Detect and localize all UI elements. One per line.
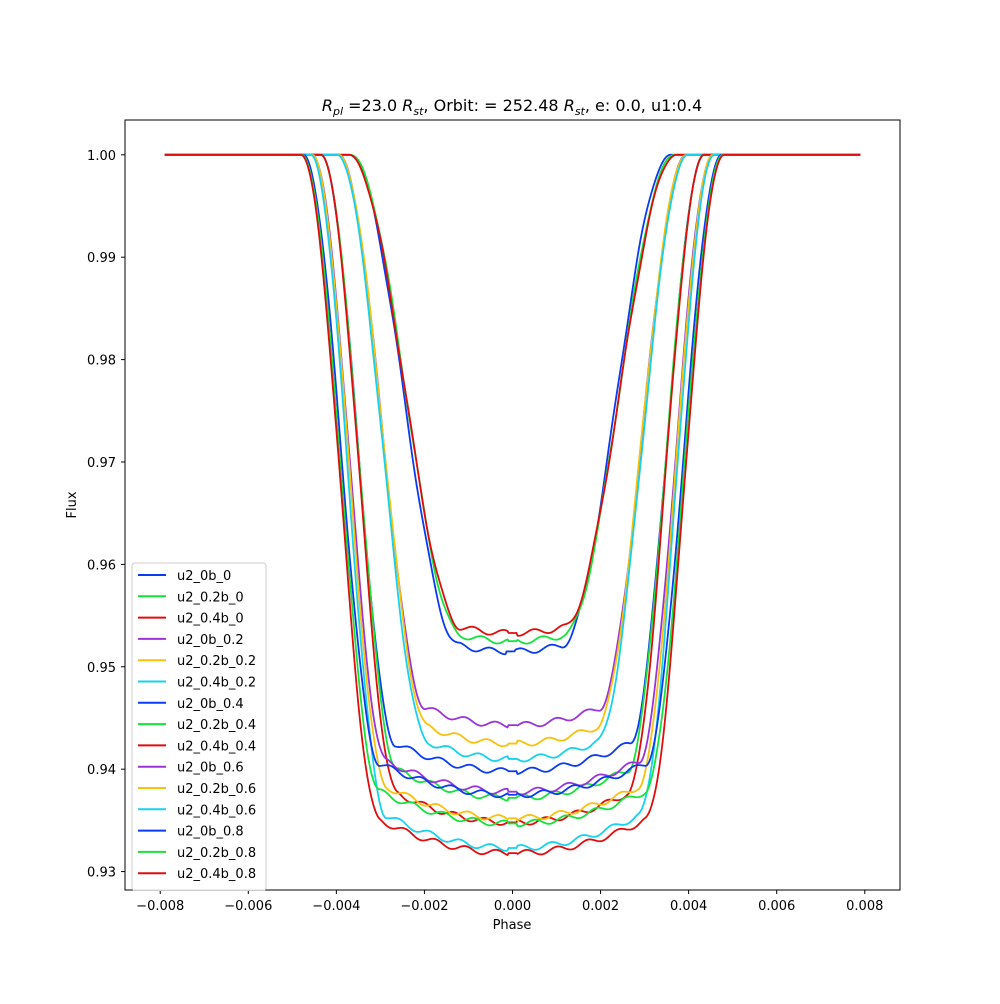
x-tick-label: −0.008	[136, 899, 184, 914]
x-tick-label: −0.006	[224, 899, 272, 914]
legend-label-u2_0.4b_0.2: u2_0.4b_0.2	[177, 676, 256, 691]
x-axis-label: Phase	[493, 918, 532, 933]
legend-label-u2_0b_0.8: u2_0b_0.8	[177, 825, 244, 840]
x-tick-label: 0.002	[582, 899, 619, 914]
legend-label-u2_0.4b_0.6: u2_0.4b_0.6	[177, 803, 256, 818]
y-tick-label: 0.96	[87, 558, 116, 573]
title-part-3: , e: 0.0, u1:0.4	[585, 96, 702, 115]
y-tick-label: 0.94	[87, 763, 116, 778]
legend-label-u2_0.2b_0.2: u2_0.2b_0.2	[177, 654, 256, 669]
x-tick-label: 0.004	[670, 899, 707, 914]
series-line-u2_0.2b_0.2	[164, 153, 861, 748]
legend-label-u2_0.4b_0.4: u2_0.4b_0.4	[177, 739, 256, 754]
legend-label-u2_0b_0: u2_0b_0	[177, 569, 231, 584]
series-line-u2_0.4b_0.2	[164, 153, 861, 763]
x-tick-label: 0.008	[846, 899, 883, 914]
series-line-u2_0.2b_0.4	[164, 153, 861, 802]
title-rst-sub: st	[413, 105, 424, 118]
chart-title: Rpl =23.0 Rst, Orbit: = 252.48 Rst, e: 0…	[322, 96, 702, 118]
x-tick-label: 0.006	[758, 899, 795, 914]
title-rpl-base: R	[322, 96, 333, 115]
legend-label-u2_0b_0.2: u2_0b_0.2	[177, 633, 244, 648]
x-tick-label: 0.000	[494, 899, 531, 914]
title-part-1: =23.0	[343, 96, 402, 115]
legend-label-u2_0.2b_0.8: u2_0.2b_0.8	[177, 846, 256, 861]
title-rst2-base: R	[564, 96, 575, 115]
axes-layer: −0.008 −0.006 −0.004 −0.002 0.000 0.002 0.004 0…	[87, 119, 901, 914]
legend-label-u2_0b_0.4: u2_0b_0.4	[177, 697, 244, 712]
y-tick-label: 0.93	[87, 866, 116, 881]
series-line-u2_0.4b_0.6	[164, 153, 861, 852]
x-tick-label: −0.004	[312, 899, 360, 914]
series-line-u2_0b_0.8	[164, 153, 861, 799]
title-part-2: , Orbit: = 252.48	[423, 96, 563, 115]
y-tick-label: 0.99	[87, 251, 116, 266]
y-tick-label: 1.00	[87, 149, 116, 164]
legend-label-u2_0.2b_0: u2_0.2b_0	[177, 590, 244, 605]
series-line-u2_0.2b_0	[164, 153, 861, 645]
series-line-u2_0b_0.4	[164, 153, 861, 775]
x-tick-label: −0.002	[400, 899, 448, 914]
y-tick-label: 0.97	[87, 456, 116, 471]
series-line-u2_0b_0	[164, 153, 861, 656]
y-axis-label: Flux	[65, 491, 80, 518]
y-tick-label: 0.95	[87, 661, 116, 676]
title-rst-base: R	[402, 96, 413, 115]
series-layer	[164, 153, 861, 857]
legend-label-u2_0b_0.6: u2_0b_0.6	[177, 761, 244, 776]
series-line-u2_0.4b_0.8	[164, 153, 861, 857]
legend-label-u2_0.2b_0.4: u2_0.2b_0.4	[177, 718, 256, 733]
title-rpl-sub: pl	[332, 105, 343, 118]
legend-label-u2_0.4b_0: u2_0.4b_0	[177, 612, 244, 627]
legend-label-u2_0.4b_0.8: u2_0.4b_0.8	[177, 867, 256, 882]
legend-label-u2_0.2b_0.6: u2_0.2b_0.6	[177, 782, 256, 797]
series-line-u2_0.2b_0.6	[164, 153, 861, 822]
series-line-u2_0b_0.6	[164, 153, 861, 796]
legend: u2_0b_0 u2_0.2b_0 u2_0.4b_0 u2_0b_0.2 u2_0.2…	[131, 562, 267, 891]
series-line-u2_0.4b_0	[164, 153, 861, 637]
title-rst2-sub: st	[575, 105, 586, 118]
y-tick-label: 0.98	[87, 354, 116, 369]
